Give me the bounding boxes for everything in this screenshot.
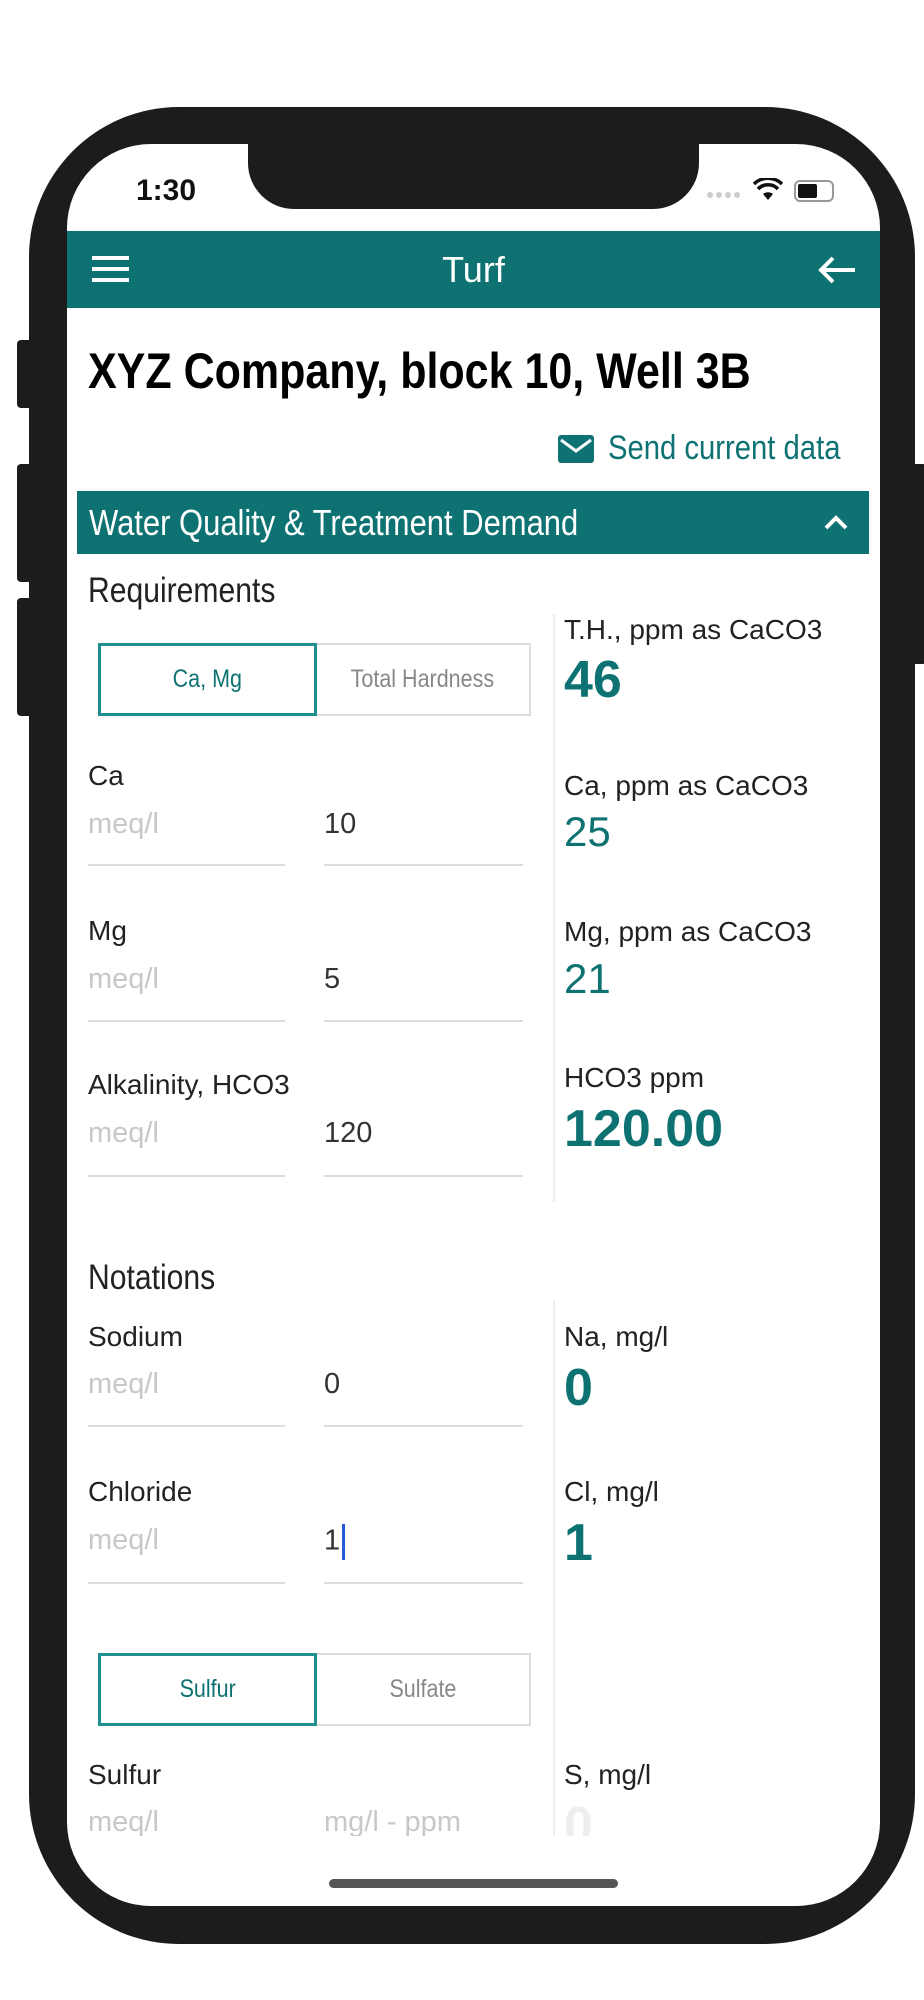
volume-up-button: [17, 464, 31, 582]
unit-placeholder: meq/l: [88, 1524, 159, 1556]
arrow-left-icon[interactable]: [817, 255, 857, 285]
result-label: Ca, ppm as CaCO3: [564, 770, 809, 801]
volume-down-button: [17, 598, 31, 716]
toggle-sulfate[interactable]: Sulfate: [389, 1675, 457, 1703]
result-label: Cl, mg/l: [564, 1476, 659, 1507]
toggle-sulfur[interactable]: Sulfur: [98, 1653, 317, 1726]
field-label: Sodium: [88, 1321, 183, 1352]
clipped-content: Sulfur meq/l mg/l - ppm S, mg/l 0: [67, 1744, 880, 1836]
battery-icon: [794, 180, 834, 202]
unit-placeholder: meq/l: [88, 808, 159, 840]
s-value: 0: [564, 1797, 593, 1836]
result-label: HCO3 ppm: [564, 1062, 705, 1093]
sodium-input[interactable]: 0: [324, 1368, 341, 1400]
power-button: [913, 464, 924, 664]
ca-input[interactable]: 10: [324, 808, 357, 840]
section-header[interactable]: Water Quality & Treatment Demand: [77, 491, 869, 554]
status-time: 1:30: [136, 174, 197, 207]
toggle-ca-mg[interactable]: Ca, Mg: [98, 643, 317, 716]
hardness-toggle: Ca, Mg Total Hardness: [98, 643, 531, 716]
field-label: Sulfur: [88, 1759, 162, 1790]
chevron-up-icon[interactable]: [823, 513, 849, 531]
hco3-value: 120.00: [564, 1100, 724, 1158]
mg-value: 21: [564, 955, 611, 1002]
envelope-icon: [558, 434, 594, 463]
unit-placeholder: meq/l: [88, 1368, 159, 1400]
notch: [248, 144, 699, 209]
screen: 1:30 Turf XYZ Company, block 10, Well 3B…: [67, 144, 880, 1906]
sulfur-input[interactable]: mg/l - ppm: [324, 1806, 461, 1836]
field-label: Alkalinity, HCO3: [88, 1069, 290, 1100]
sulfur-toggle: Sulfur Sulfate: [98, 1653, 531, 1726]
section-title: Water Quality & Treatment Demand: [89, 502, 579, 543]
page-title: XYZ Company, block 10, Well 3B: [88, 343, 751, 399]
result-label: Mg, ppm as CaCO3: [564, 916, 812, 947]
column-divider: [553, 614, 555, 1202]
silent-switch: [17, 340, 31, 408]
text-cursor: [342, 1524, 346, 1560]
mg-input[interactable]: 5: [324, 963, 341, 995]
header-title: Turf: [442, 249, 505, 290]
field-label: Mg: [88, 915, 127, 946]
app-header: Turf: [67, 231, 880, 308]
toggle-total-hardness[interactable]: Total Hardness: [351, 665, 495, 693]
send-label: Send current data: [608, 429, 841, 467]
na-value: 0: [564, 1359, 593, 1417]
result-label: Na, mg/l: [564, 1321, 669, 1352]
wifi-icon: [753, 178, 783, 200]
column-divider: [553, 1300, 555, 1836]
send-current-data-link[interactable]: Send current data: [558, 429, 853, 468]
unit-placeholder: meq/l: [88, 1117, 159, 1149]
alkalinity-input[interactable]: 120: [324, 1117, 373, 1149]
hamburger-icon[interactable]: [92, 256, 129, 282]
requirements-title: Requirements: [88, 571, 276, 610]
ca-value: 25: [564, 808, 611, 855]
cl-value: 1: [564, 1514, 593, 1572]
result-label: T.H., ppm as CaCO3: [564, 614, 823, 645]
unit-placeholder: meq/l: [88, 963, 159, 995]
unit-placeholder: meq/l: [88, 1806, 159, 1836]
field-label: Ca: [88, 760, 124, 791]
chloride-input[interactable]: 1: [324, 1524, 523, 1582]
home-indicator[interactable]: [329, 1879, 618, 1888]
notations-title: Notations: [88, 1258, 216, 1297]
th-value: 46: [564, 651, 622, 709]
field-label: Chloride: [88, 1476, 193, 1507]
result-label: S, mg/l: [564, 1759, 652, 1790]
signal-icon: [707, 192, 740, 198]
